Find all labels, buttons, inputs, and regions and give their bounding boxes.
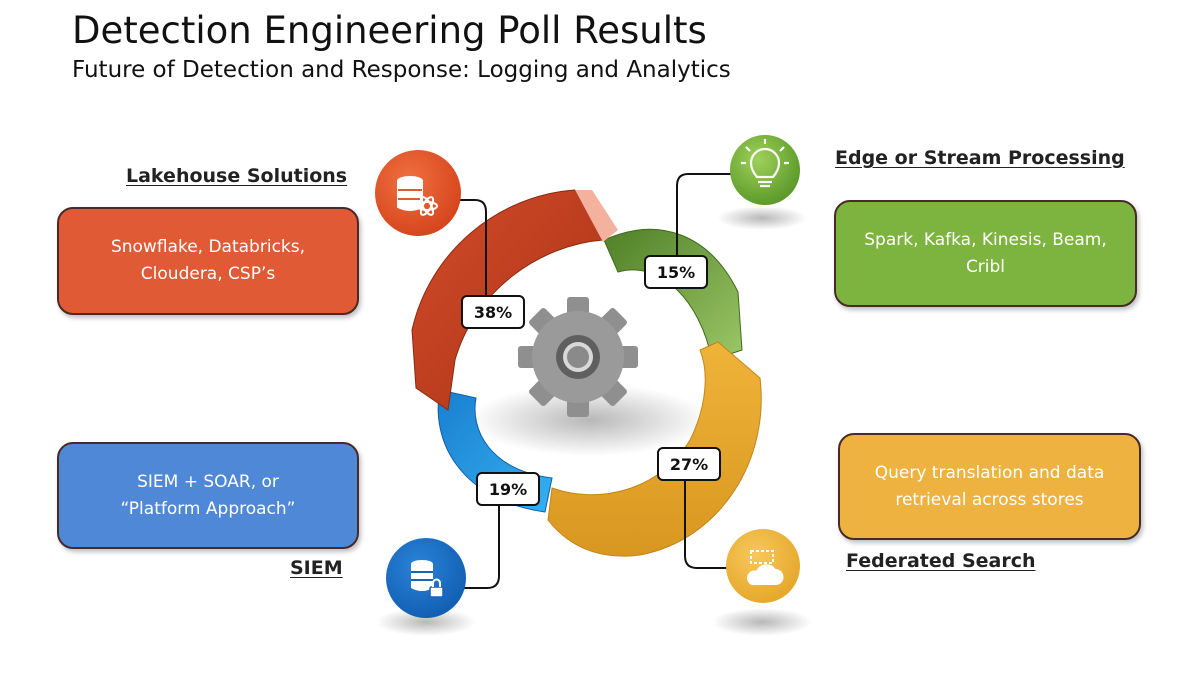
edge-ring-segment bbox=[603, 228, 743, 361]
federated-connector bbox=[684, 480, 730, 569]
siem-icon-button bbox=[386, 538, 466, 618]
lakehouse-percent-badge: 38% bbox=[461, 295, 525, 329]
lakehouse-line-2: Cloudera, CSP’s bbox=[140, 264, 276, 284]
lakehouse-percent: 38% bbox=[474, 303, 512, 322]
federated-line-1: Query translation and data bbox=[874, 462, 1105, 483]
lakehouse-ring-cap bbox=[575, 190, 618, 242]
federated-ring-segment bbox=[547, 341, 762, 557]
lakehouse-connector bbox=[460, 199, 487, 300]
edge-icon-button bbox=[730, 135, 800, 205]
ring-shadow bbox=[470, 384, 710, 456]
cloud-icon bbox=[747, 550, 784, 585]
edge-connector bbox=[676, 173, 734, 258]
edge-description-box: Spark, Kafka, Kinesis, Beam, Cribl bbox=[834, 200, 1137, 307]
database-lock-icon bbox=[411, 560, 444, 598]
siem-percent: 19% bbox=[489, 480, 527, 499]
connector-lines bbox=[460, 173, 734, 589]
federated-line-2: retrieval across stores bbox=[895, 489, 1084, 510]
siem-connector bbox=[460, 500, 500, 589]
siem-line-1: SIEM + SOAR, or bbox=[137, 471, 279, 492]
lightbulb-icon bbox=[741, 139, 789, 188]
lakehouse-line-1: Snowflake, Databricks, bbox=[110, 237, 306, 257]
federated-label: Federated Search bbox=[846, 550, 1036, 572]
federated-icon-button bbox=[726, 529, 800, 603]
edge-line-1: Spark, Kafka, Kinesis, Beam, bbox=[864, 229, 1107, 250]
federated-percent-badge: 27% bbox=[657, 447, 721, 481]
siem-percent-badge: 19% bbox=[476, 472, 540, 506]
database-atom-icon bbox=[397, 176, 438, 216]
lakehouse-description-box: Snowflake, Databricks, Cloudera, CSP’s bbox=[57, 207, 359, 315]
icon-shadow bbox=[712, 608, 812, 636]
lakehouse-icon-button bbox=[375, 150, 461, 236]
gear-icon bbox=[518, 297, 638, 417]
federated-description-box: Query translation and data retrieval acr… bbox=[838, 433, 1141, 540]
edge-line-2: Cribl bbox=[965, 256, 1006, 277]
siem-line-2: “Platform Approach” bbox=[120, 498, 296, 519]
edge-percent-badge: 15% bbox=[644, 255, 708, 289]
federated-percent: 27% bbox=[670, 455, 708, 474]
icon-shadow bbox=[376, 608, 476, 636]
edge-percent: 15% bbox=[657, 263, 695, 282]
siem-description-box: SIEM + SOAR, or “Platform Approach” bbox=[57, 442, 359, 549]
siem-label: SIEM bbox=[290, 557, 343, 579]
page-subtitle: Future of Detection and Response: Loggin… bbox=[72, 57, 731, 83]
page-title: Detection Engineering Poll Results bbox=[72, 9, 707, 52]
lakehouse-label: Lakehouse Solutions bbox=[126, 165, 348, 187]
edge-label: Edge or Stream Processing bbox=[835, 147, 1125, 169]
icon-shadow bbox=[717, 206, 807, 230]
